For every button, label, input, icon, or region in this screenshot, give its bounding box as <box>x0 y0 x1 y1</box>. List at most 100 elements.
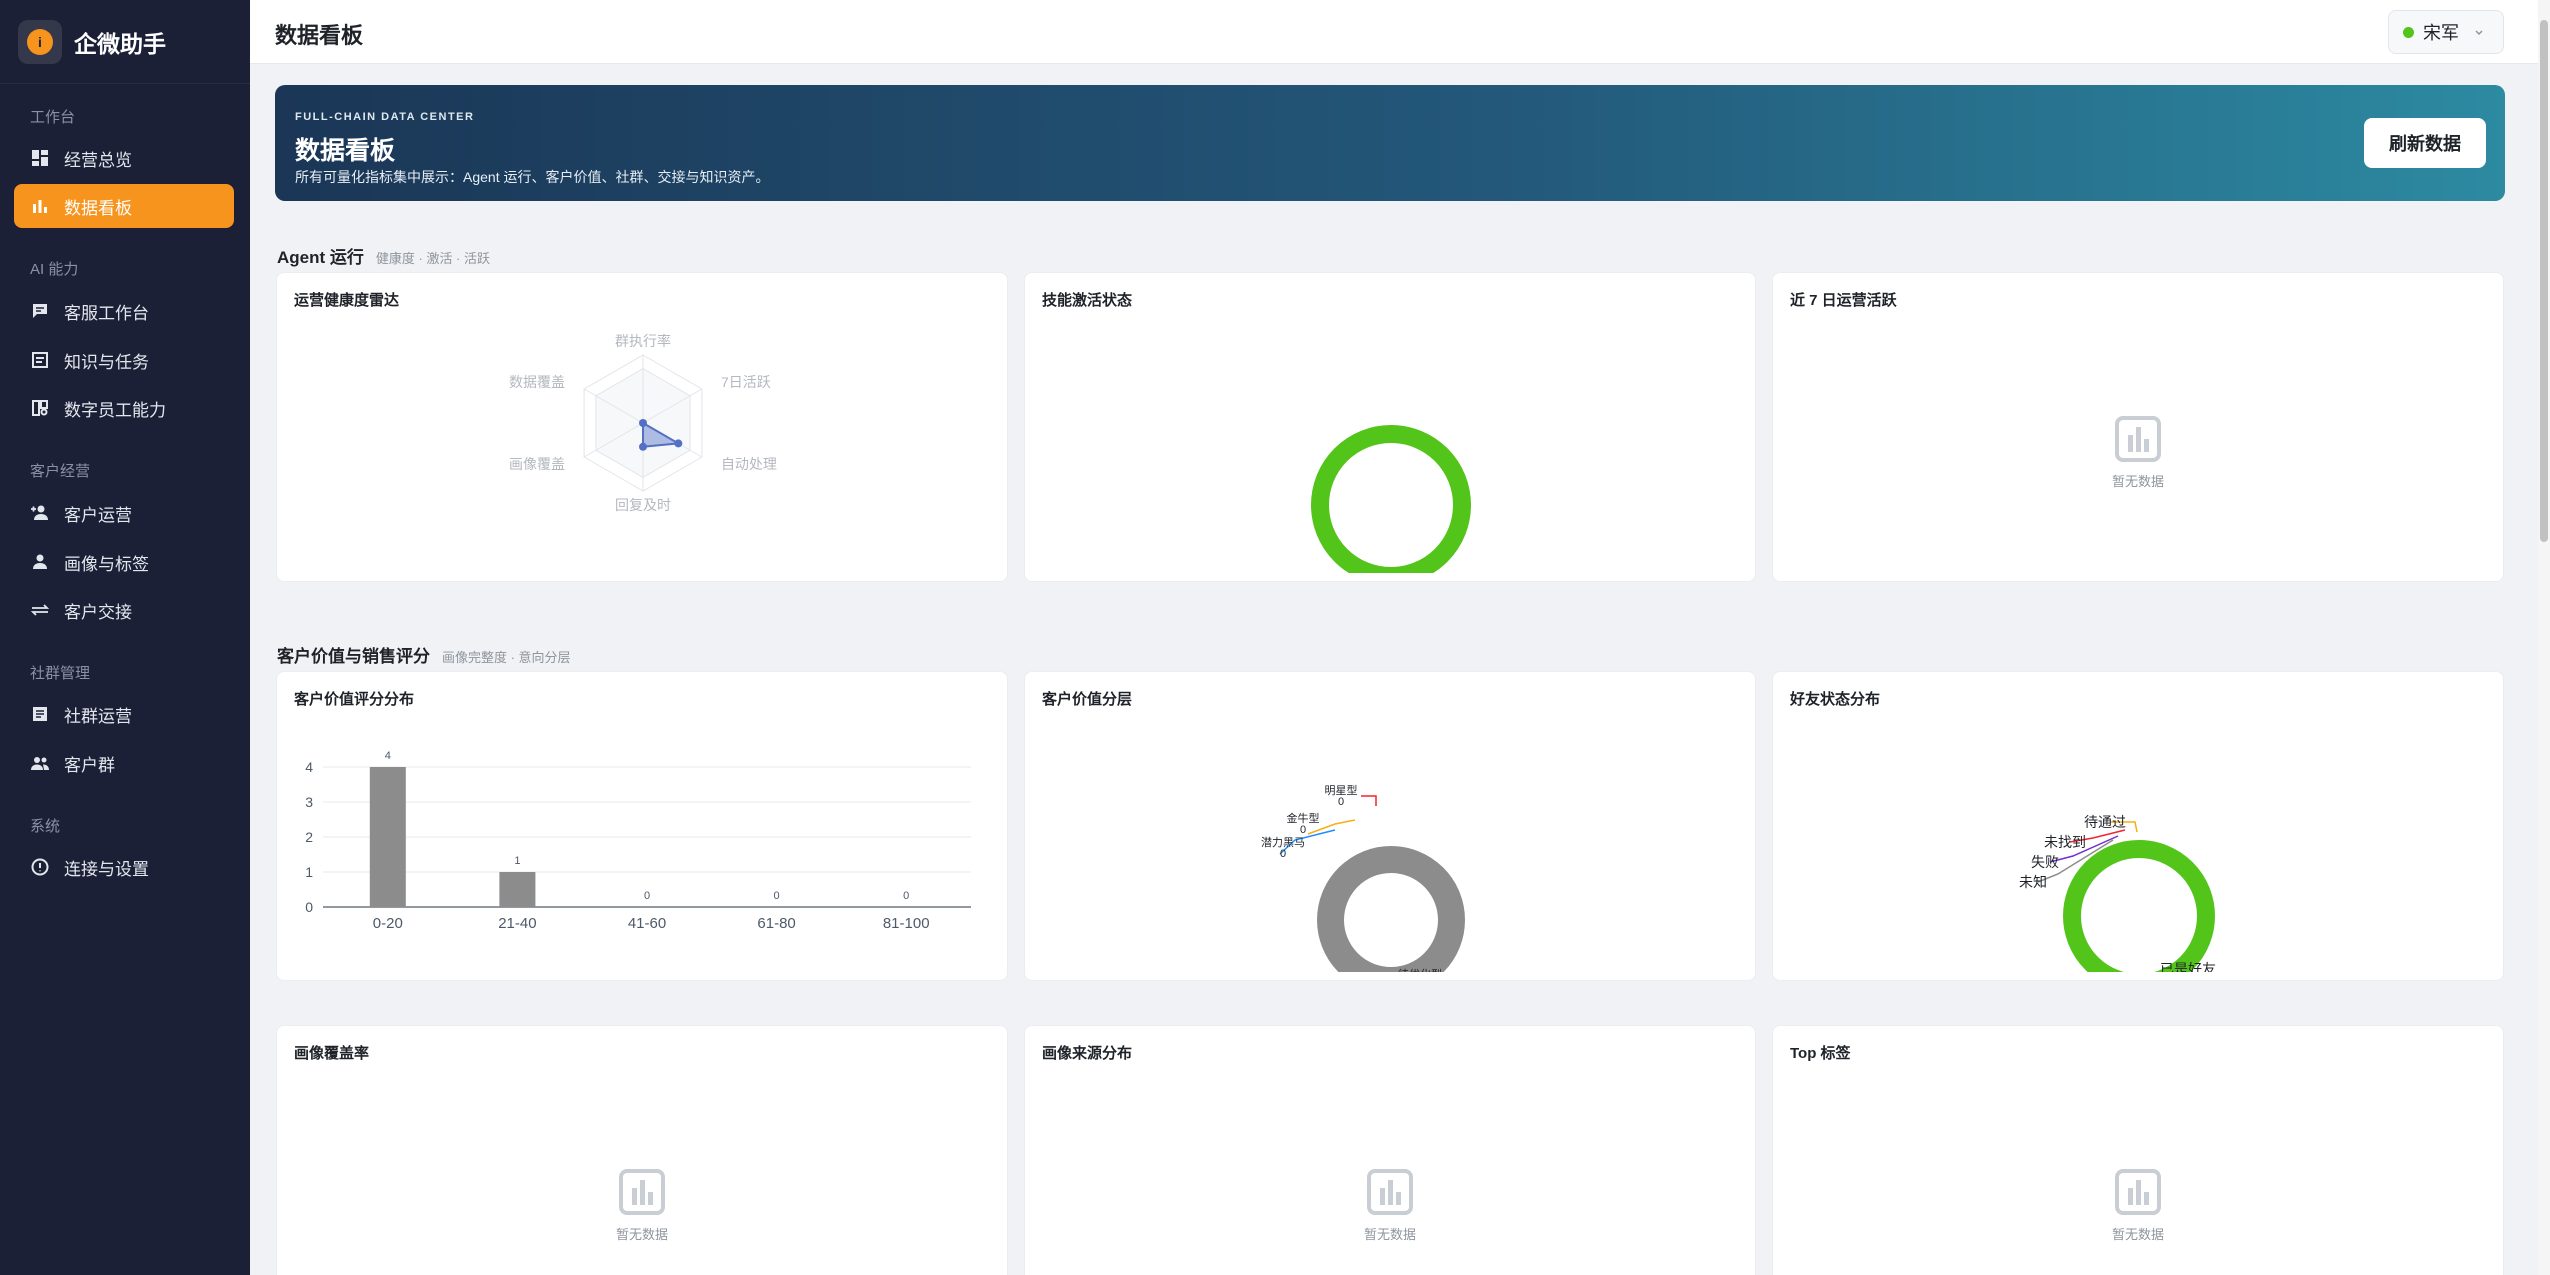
score-bar-chart: 0 1 2 3 4 4 0-20 1 21-40 0 41-60 0 61-80 0 81-100 <box>305 750 971 932</box>
empty-text: 暂无数据 <box>2111 474 2164 489</box>
radar-series-area <box>642 421 682 448</box>
sidebar-item-settings[interactable]: 连接与设置 <box>14 845 234 889</box>
hero-banner: FULL-CHAIN DATA CENTER 数据看板 所有可量化指标集中展示：… <box>275 85 2505 201</box>
friend-donut-chart: 待通过未找到失败未知已是好友已是好友待通过未找到失败未知 <box>2019 814 2216 972</box>
section-subtitle: 画像完整度 · 意向分层 <box>442 650 571 665</box>
callout-label: 未知 <box>2019 874 2047 890</box>
radar-axis <box>642 388 703 424</box>
empty-state: 暂无数据 <box>1773 1168 2503 1243</box>
callout-label: 未找到 <box>2044 834 2086 850</box>
section-title-text: 客户价值与销售评分 <box>277 647 430 666</box>
coverage-card: 画像覆盖率 暂无数据 <box>276 1025 1008 1275</box>
callout-line <box>2049 835 2119 863</box>
sidebar: i 企微助手 工作台 经营总览 数据看板 AI 能力 客服工作台 知识与任务 数… <box>0 0 250 1275</box>
callout-value: 0 <box>1280 848 1286 860</box>
scrollbar-thumb[interactable] <box>2540 20 2548 542</box>
card-title: 运营健康度雷达 <box>294 292 400 309</box>
radar-point <box>639 442 647 451</box>
sidebar-item-handover[interactable]: 客户交接 <box>14 588 234 632</box>
person-icon <box>33 554 47 569</box>
y-tick-label: 4 <box>305 759 313 775</box>
sidebar-item-label: 客户运营 <box>64 505 132 525</box>
callout-label: 金牛型 <box>1287 811 1320 825</box>
user-add-icon <box>31 505 48 520</box>
user-menu[interactable]: 宋军 <box>2388 10 2504 54</box>
bar <box>499 872 536 907</box>
empty-state: 暂无数据 <box>277 1168 1007 1243</box>
hero-description: 所有可量化指标集中展示：Agent 运行、客户价值、社群、交接与知识资产。 <box>295 169 770 185</box>
callout-label: 失败 <box>2031 854 2059 870</box>
y-tick-label: 0 <box>305 899 313 915</box>
empty-text: 暂无数据 <box>2111 1227 2164 1242</box>
bar-chart-icon <box>1367 1169 1413 1215</box>
empty-state: 暂无数据 <box>1025 1168 1755 1243</box>
radar-indicator-label: 画像覆盖 <box>509 456 565 472</box>
sidebar-item-label: 客户群 <box>64 755 115 775</box>
sidebar-item-portrait-tags[interactable]: 画像与标签 <box>14 540 234 584</box>
sidebar-item-digital-staff[interactable]: 数字员工能力 <box>14 386 234 430</box>
radar-center-point <box>639 419 647 427</box>
y-tick-label: 1 <box>305 864 313 880</box>
callout-line <box>2069 829 2126 843</box>
section-title-text: Agent 运行 <box>277 248 364 267</box>
card-title: Top 标签 <box>1790 1045 1851 1062</box>
sidebar-item-label: 数据看板 <box>64 198 132 218</box>
empty-text: 暂无数据 <box>615 1227 668 1242</box>
callout-label: 明星型 <box>1325 783 1358 797</box>
app-logo: i <box>18 19 62 64</box>
bar <box>369 767 406 907</box>
skills-chart-card: 技能激活状态 已激活待接入 <box>1024 272 1756 582</box>
callout-line <box>1307 819 1356 835</box>
user-name: 宋军 <box>2423 23 2459 43</box>
sidebar-item-data-board[interactable]: 数据看板 <box>14 184 234 228</box>
donut-slice <box>1317 846 1465 972</box>
bar-value-label: 0 <box>774 890 780 902</box>
radar-indicator-label: 群执行率 <box>615 333 671 349</box>
dashboard-icon <box>32 150 48 166</box>
sidebar-item-label: 连接与设置 <box>64 859 149 879</box>
source-card: 画像来源分布 暂无数据 <box>1024 1025 1756 1275</box>
card-title: 画像来源分布 <box>1042 1045 1133 1062</box>
callout-line <box>1279 829 1336 855</box>
x-tick-label: 61-80 <box>757 915 795 932</box>
bar-chart-icon <box>619 1169 665 1215</box>
callout-label: 待通过 <box>2084 814 2126 830</box>
tier-donut-chart: 明星型0金牛型0潜力黑马0待优化型5明星型金牛型潜力黑马待优化型 <box>1261 783 1465 972</box>
radar-indicator-label: 7日活跃 <box>721 374 771 390</box>
sidebar-item-label: 客户交接 <box>64 602 132 622</box>
sidebar-item-customer-ops[interactable]: 客户运营 <box>14 491 234 535</box>
nav-group-workbench: 工作台 <box>30 109 76 126</box>
callout-line <box>2037 839 2114 883</box>
callout-label: 待优化型 <box>1398 967 1442 972</box>
bar-value-label: 4 <box>385 750 391 762</box>
sidebar-item-community-ops[interactable]: 社群运营 <box>14 692 234 736</box>
section-subtitle: 健康度 · 激活 · 活跃 <box>375 251 490 266</box>
donut-slice <box>1311 425 1471 573</box>
hero-kicker: FULL-CHAIN DATA CENTER <box>295 111 475 123</box>
sidebar-item-knowledge[interactable]: 知识与任务 <box>14 338 234 382</box>
chat-icon <box>33 304 47 318</box>
bar-chart-icon <box>2115 1169 2161 1215</box>
sidebar-item-label: 数字员工能力 <box>64 400 166 420</box>
radar-indicator-label: 回复及时 <box>615 497 671 513</box>
skills-donut-chart: 已激活待接入 <box>1311 425 1471 573</box>
sidebar-item-customer-group[interactable]: 客户群 <box>14 741 234 785</box>
section-title-agent: Agent 运行 健康度 · 激活 · 活跃 <box>277 243 490 268</box>
file-list-icon <box>32 352 48 368</box>
bar-value-label: 1 <box>514 855 520 867</box>
callout-label: 潜力黑马 <box>1261 835 1305 849</box>
sidebar-item-overview[interactable]: 经营总览 <box>14 136 234 180</box>
callout-line <box>2110 821 2138 833</box>
radar-indicator-label: 数据覆盖 <box>509 374 565 390</box>
sidebar-item-service-desk[interactable]: 客服工作台 <box>14 289 234 333</box>
donut-slice <box>2063 840 2215 972</box>
card-title: 技能激活状态 <box>1042 292 1133 309</box>
friend-chart-card: 好友状态分布 待通过未找到失败未知已是好友已是好友待通过未找到失败未知 <box>1772 671 2504 981</box>
brand-name: 企微助手 <box>74 30 166 57</box>
refresh-data-button[interactable]: 刷新数据 <box>2364 118 2486 168</box>
chevron-down-icon <box>2475 30 2483 36</box>
card-title: 画像覆盖率 <box>294 1045 370 1062</box>
bar-value-label: 0 <box>903 890 909 902</box>
sidebar-item-label: 经营总览 <box>64 150 132 170</box>
